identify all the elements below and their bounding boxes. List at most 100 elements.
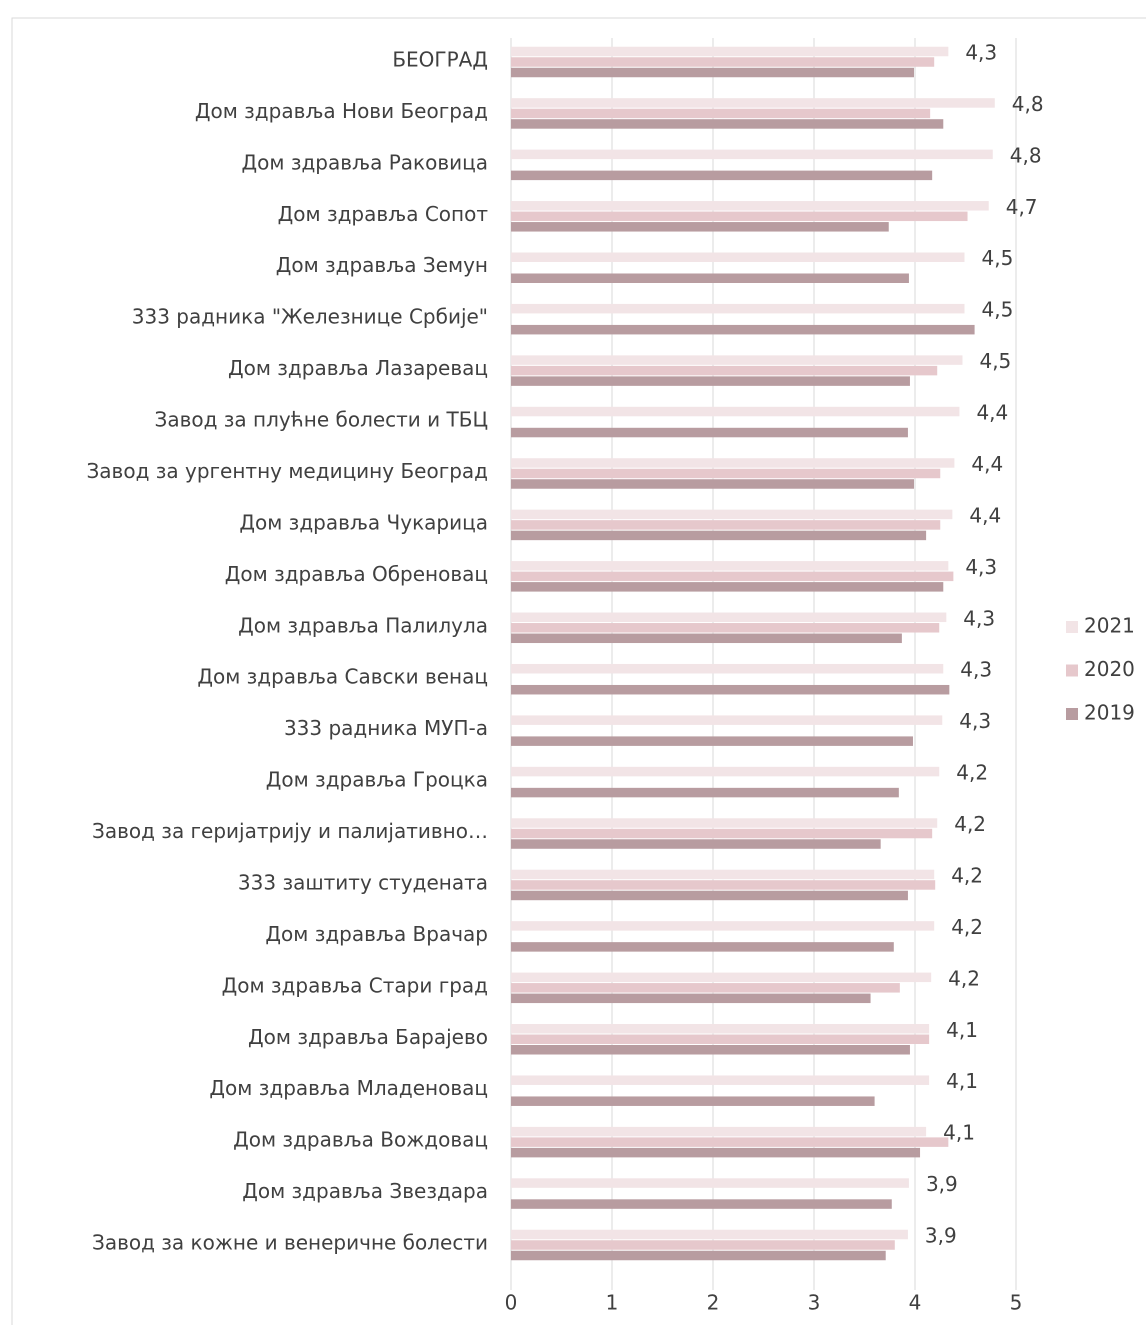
bar	[511, 365, 938, 376]
legend-label: 2021	[1084, 614, 1135, 638]
bar	[511, 170, 933, 181]
data-label: 3,9	[925, 1224, 957, 1248]
bar	[511, 623, 940, 633]
bar	[511, 119, 944, 129]
category-label: Завод за ургентну медицину Београд	[86, 459, 488, 483]
bar	[511, 880, 936, 890]
category-label: Завод за геријатрију и палијативно…	[92, 819, 488, 843]
data-label: 4,4	[971, 452, 1003, 476]
legend-swatch	[1066, 621, 1078, 633]
bar	[511, 612, 947, 623]
data-label: 4,8	[1010, 143, 1042, 167]
bar	[511, 890, 908, 901]
bar	[511, 211, 968, 222]
data-label: 4,1	[943, 1121, 975, 1145]
bar	[511, 355, 963, 365]
category-label: 333 радника "Железнице Србије"	[132, 305, 488, 329]
data-label: 4,8	[1012, 92, 1044, 116]
data-label: 4,2	[956, 761, 988, 785]
bar	[511, 663, 944, 674]
x-tick-label: 4	[909, 1291, 922, 1315]
bar	[511, 222, 889, 232]
bar	[511, 972, 932, 983]
data-label: 4,2	[951, 863, 983, 887]
bar	[511, 1075, 930, 1085]
bar	[511, 787, 899, 798]
category-label: Дом здравља Земун	[276, 253, 488, 277]
category-label: Дом здравља Раковица	[242, 150, 488, 174]
bar	[511, 1034, 930, 1045]
category-label: 333 заштиту студената	[238, 870, 488, 894]
bar	[511, 149, 993, 160]
category-label: Дом здравља Нови Београд	[195, 99, 488, 123]
category-label: Дом здравља Звездара	[242, 1179, 488, 1203]
bar	[511, 633, 902, 644]
bar	[511, 736, 913, 746]
bar	[511, 818, 938, 828]
category-label: Дом здравља Савски венац	[197, 665, 488, 689]
category-label: Завод за кожне и венеричне болести	[92, 1231, 488, 1255]
bar	[511, 1045, 910, 1055]
legend-label: 2019	[1084, 701, 1135, 725]
bar	[511, 684, 950, 695]
bar	[511, 376, 910, 386]
bar	[511, 1178, 909, 1188]
data-label: 4,3	[959, 709, 991, 733]
category-label: Дом здравља Врачар	[265, 922, 488, 946]
data-label: 4,5	[979, 349, 1011, 373]
bar	[511, 201, 989, 211]
data-label: 4,7	[1006, 195, 1038, 219]
category-label: Дом здравља Палилула	[238, 613, 488, 637]
bar	[511, 839, 881, 849]
data-label: 4,4	[976, 401, 1008, 425]
bar	[511, 1229, 908, 1240]
bar	[511, 1024, 930, 1034]
bar	[511, 561, 949, 571]
bar	[511, 458, 955, 468]
legend-swatch	[1066, 664, 1078, 677]
data-label: 4,4	[969, 503, 1001, 527]
category-label: Дом здравља Барајево	[248, 1025, 488, 1049]
bar	[511, 303, 965, 314]
bar	[511, 406, 960, 417]
data-label: 4,3	[965, 41, 997, 65]
category-label: Дом здравља Младеновац	[209, 1076, 488, 1100]
chart-frame	[11, 17, 1146, 1325]
bar	[511, 324, 975, 335]
bar	[511, 252, 965, 262]
bar	[511, 468, 941, 479]
bar	[511, 1199, 892, 1209]
category-label: БЕОГРАД	[392, 48, 488, 72]
bar	[511, 46, 949, 57]
data-label: 4,2	[951, 915, 983, 939]
x-tick-label: 0	[505, 1291, 518, 1315]
x-tick-label: 5	[1010, 1291, 1023, 1315]
bar	[511, 530, 927, 541]
legend-swatch	[1066, 708, 1078, 720]
data-label: 4,3	[960, 658, 992, 682]
bar	[511, 828, 933, 839]
bar	[511, 1126, 927, 1137]
x-tick-label: 1	[606, 1291, 619, 1315]
bar	[511, 582, 944, 592]
category-label: Дом здравља Чукарица	[239, 510, 488, 534]
category-label: Завод за плућне болести и ТБЦ	[155, 408, 489, 432]
bar	[511, 942, 894, 952]
legend-label: 2020	[1084, 657, 1135, 681]
category-label: Дом здравља Сопот	[278, 202, 489, 226]
bar	[511, 715, 943, 725]
bar	[511, 993, 871, 1004]
bar	[511, 571, 954, 582]
data-label: 4,3	[965, 555, 997, 579]
category-label: Дом здравља Вождовац	[233, 1128, 488, 1152]
bar	[511, 1240, 895, 1250]
bar	[511, 1096, 875, 1106]
category-label: Дом здравља Обреновац	[225, 562, 488, 586]
bar	[511, 983, 900, 993]
data-label: 4,1	[946, 1018, 978, 1042]
bar	[511, 1250, 886, 1261]
bar	[511, 509, 953, 520]
bar	[511, 520, 941, 530]
category-label: Дом здравља Гроцка	[266, 768, 488, 792]
